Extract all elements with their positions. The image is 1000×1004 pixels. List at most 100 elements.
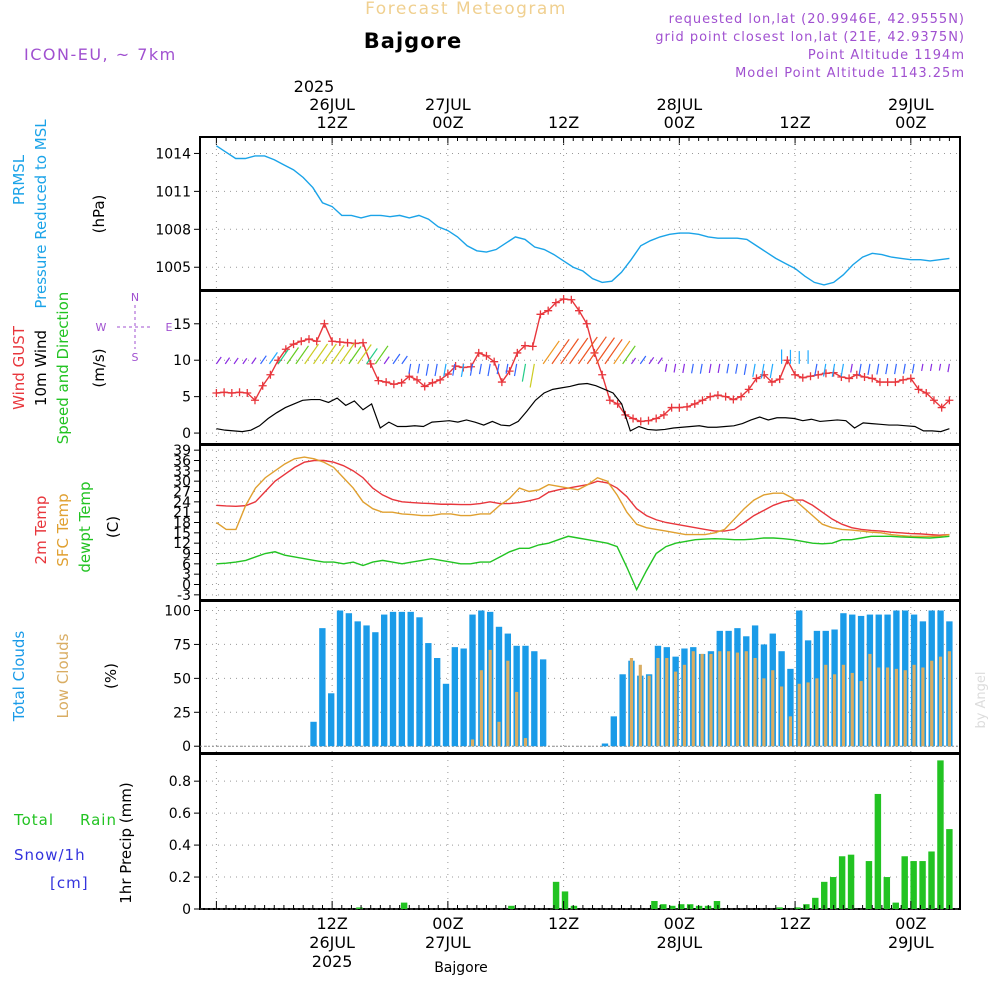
total-cloud-bar: [619, 674, 626, 747]
wind-gust-point: [320, 319, 329, 328]
wind-gust-point: [297, 337, 306, 346]
requested-coords: requested lon,lat (20.9946E, 42.9555N): [669, 12, 965, 27]
low-cloud-bar: [771, 670, 775, 747]
wind-gust-point: [366, 359, 375, 368]
y-tick-label: 15: [173, 317, 191, 333]
total-cloud-bar: [407, 611, 414, 747]
low-cloud-bar: [497, 721, 501, 747]
wind-direction-arrow: [434, 363, 438, 377]
wind-gust-point: [451, 362, 460, 371]
wind-direction-arrow: [286, 347, 300, 365]
y-tick-label: 1014: [155, 146, 191, 162]
low-cloud-bar: [753, 658, 757, 747]
wind-gust-point: [220, 388, 229, 397]
panels: 1014101110081005151050393633302724211815…: [10, 119, 961, 918]
point-altitude: Point Altitude 1194m: [808, 48, 965, 63]
wind-unit-label: (m/s): [90, 348, 108, 387]
wind-direction-arrow: [699, 363, 703, 374]
wind-direction-arrow: [691, 363, 694, 374]
low-cloud-bar: [647, 675, 651, 747]
wind-gust-point: [945, 396, 954, 405]
wind-gust-point: [752, 374, 761, 383]
wind-gust-point: [667, 403, 676, 412]
total-cloud-bar: [398, 611, 406, 747]
wind-direction-arrow: [867, 363, 871, 375]
low-cloud-bar: [523, 738, 528, 747]
y-tick-label: 0.2: [169, 870, 191, 886]
pressure-unit-label: (hPa): [90, 195, 108, 234]
low-clouds-label: Low Clouds: [54, 633, 72, 718]
wind-direction-arrow: [505, 363, 509, 374]
bottom-time-label: 00Z: [664, 914, 695, 933]
wind-gust-point: [690, 399, 699, 408]
wind-gust-point: [713, 391, 722, 400]
top-time-label: 00Z: [895, 113, 926, 132]
wind-direction-arrow: [321, 343, 337, 365]
rain-bar: [847, 854, 855, 909]
prmsl-label: PRMSL: [10, 154, 28, 205]
low-cloud-bar: [938, 656, 943, 747]
pressure-label: Pressure Reduced to MSL: [32, 119, 50, 309]
bottom-time-label: 12Z: [779, 914, 810, 933]
wind-gust-point: [382, 378, 391, 387]
low-cloud-bar: [806, 682, 810, 747]
low-cloud-bar: [682, 664, 687, 747]
wind-gust-point: [868, 374, 877, 383]
low-cloud-bar: [850, 672, 854, 747]
wind-gust-point: [845, 374, 854, 383]
wind-gust-point: [212, 389, 221, 397]
wind-direction-arrow: [613, 340, 631, 365]
total-cloud-bar: [381, 614, 388, 747]
sfc-temp-label: SFC Temp: [54, 493, 72, 566]
wind-direction-arrow: [876, 363, 880, 375]
wind-direction-arrow: [630, 357, 637, 365]
compass-s: S: [132, 351, 139, 364]
wind-gust-point: [598, 370, 607, 379]
wind-direction-arrow: [339, 342, 355, 365]
rain-bar: [561, 891, 569, 909]
low-cloud-bar: [656, 658, 660, 747]
y-tick-label: 9: [182, 547, 191, 563]
low-cloud-bar: [470, 739, 475, 747]
rain-bar: [552, 881, 560, 909]
wind-gust-point: [389, 380, 398, 389]
y-tick-label: 50: [173, 671, 191, 687]
rain-bar: [883, 877, 891, 909]
rain-bar: [838, 856, 846, 909]
pressure-panel: 1014 1011 1008 1005: [155, 136, 961, 291]
top-date-label: 29JUL: [888, 95, 934, 114]
rain-bar: [812, 897, 819, 909]
wind-direction-arrow: [551, 338, 570, 365]
wind-gust-label: Wind GUST: [10, 325, 28, 410]
wind-direction-arrow: [664, 363, 668, 372]
total-cloud-bar: [610, 716, 617, 747]
wind-gust-point: [613, 399, 622, 408]
wind-direction-arrow: [822, 363, 827, 377]
model-label: ICON-EU, ~ 7km: [24, 45, 177, 64]
wind-direction-arrow: [814, 363, 818, 377]
total-cloud-bar: [601, 743, 609, 747]
bottom-date-label: 26JUL: [309, 933, 355, 952]
y-tick-label: 1008: [155, 222, 191, 238]
top-year-label: 2025: [294, 77, 335, 96]
wind-direction-arrow: [443, 363, 447, 377]
wind-direction-arrow: [769, 363, 774, 379]
low-cloud-bar: [930, 660, 934, 747]
low-cloud-bar: [780, 686, 784, 747]
wind-direction-arrow: [682, 363, 686, 374]
wind-direction-arrow: [366, 348, 378, 365]
footer-location: Bajgore: [434, 960, 488, 976]
y-tick-label: 0: [182, 739, 191, 755]
grid-point-coords: grid point closest lon,lat (21E, 42.9375…: [655, 30, 965, 45]
wind-gust-point: [806, 372, 815, 381]
rain-bar: [919, 861, 926, 909]
wind-gust-point: [775, 375, 784, 384]
wind-gust-point: [482, 351, 491, 360]
rain-bar: [508, 905, 515, 909]
wind-direction-arrow: [268, 352, 278, 365]
wind-gust-point: [250, 396, 259, 405]
wind-gust-point: [875, 378, 884, 387]
y-tick-label: 1005: [155, 260, 191, 276]
low-cloud-bar: [735, 652, 740, 747]
